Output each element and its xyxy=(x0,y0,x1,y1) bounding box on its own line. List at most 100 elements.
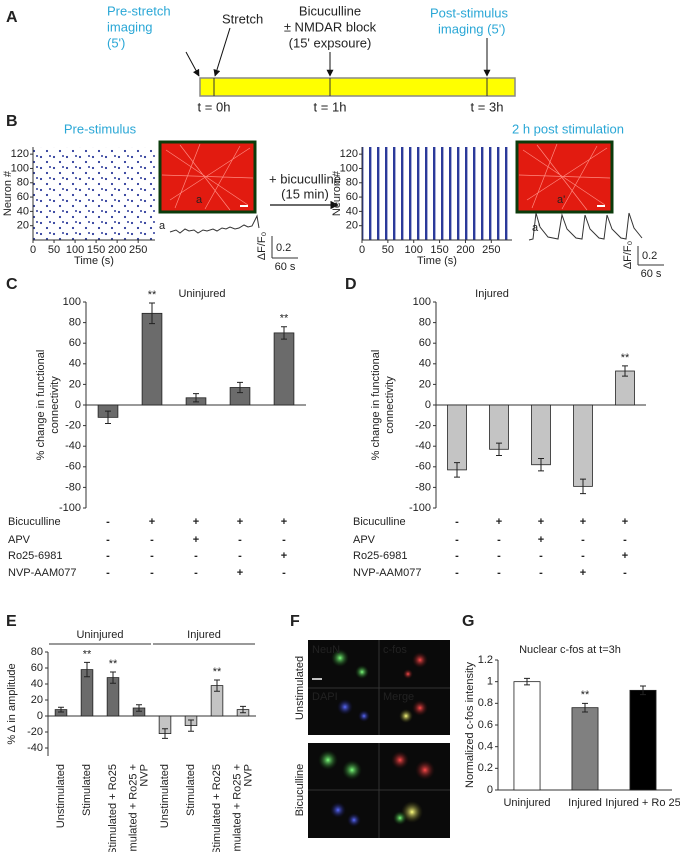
timeline-label: Pre-stretch xyxy=(107,3,171,18)
y-tick-label: 100 xyxy=(413,296,431,308)
y-tick-label: 0.6 xyxy=(478,719,493,731)
y-tick-label: 20 xyxy=(419,378,431,390)
y-tick-label: 0 xyxy=(487,784,493,796)
error-bar xyxy=(454,462,460,478)
y-axis-label: % change in functional xyxy=(370,350,382,461)
condition-sign: + xyxy=(580,516,586,528)
significance-label: ** xyxy=(83,648,92,660)
y-tick-label: 80 xyxy=(17,177,29,189)
y-tick-label: 0 xyxy=(425,399,431,411)
x-tick-label: NVP xyxy=(242,764,254,787)
y-axis-label: connectivity xyxy=(49,376,61,434)
condition-sign: - xyxy=(282,567,286,579)
condition-sign: + xyxy=(622,516,628,528)
scale-label: ΔF/F₀ xyxy=(256,232,268,260)
significance-label: ** xyxy=(621,352,630,364)
condition-sign: - xyxy=(581,550,585,562)
condition-sign: + xyxy=(193,534,199,546)
error-bar xyxy=(162,728,168,739)
condition-label: APV xyxy=(353,534,376,546)
y-tick-label: 60 xyxy=(346,191,358,203)
condition-sign: - xyxy=(238,534,242,546)
y-tick-label: 100 xyxy=(63,296,81,308)
x-tick-label: Stimulated xyxy=(185,764,197,816)
condition-sign: - xyxy=(497,550,501,562)
condition-sign: + xyxy=(538,534,544,546)
condition-sign: - xyxy=(106,550,110,562)
x-tick-label: Injured + Ro 25 xyxy=(605,797,680,809)
x-tick-label: Stimulated + Ro25 xyxy=(211,764,223,852)
panel-label: G xyxy=(462,613,474,630)
panel-label: A xyxy=(6,9,18,26)
condition-label: APV xyxy=(8,534,31,546)
condition-sign: - xyxy=(455,550,459,562)
y-tick-label: 40 xyxy=(31,678,43,690)
trace-label: a xyxy=(196,194,203,206)
error-bar xyxy=(214,679,220,692)
error-bar xyxy=(237,381,243,394)
error-bar xyxy=(110,671,116,684)
bar xyxy=(141,312,163,406)
y-tick-label: -40 xyxy=(65,440,81,452)
condition-sign: - xyxy=(455,534,459,546)
y-tick-label: 20 xyxy=(69,378,81,390)
condition-sign: - xyxy=(106,516,110,528)
y-tick-label: 1 xyxy=(487,676,493,688)
y-tick-label: -100 xyxy=(59,502,81,514)
group-label: Uninjured xyxy=(76,629,123,641)
y-tick-label: 40 xyxy=(346,205,358,217)
time-label: t = 3h xyxy=(471,99,504,114)
x-tick-label: Stimulated + Ro25 + xyxy=(231,764,243,852)
timeline-label: Post-stimulus xyxy=(430,5,509,20)
x-tick-label: Stimulated xyxy=(81,764,93,816)
error-bar xyxy=(622,365,628,377)
y-tick-label: 20 xyxy=(31,694,43,706)
significance-label: ** xyxy=(213,666,222,678)
error-bar xyxy=(524,677,530,686)
treatment-label: + bicuculline xyxy=(269,171,341,186)
condition-sign: - xyxy=(150,550,154,562)
timeline-label: Bicuculline xyxy=(299,3,361,18)
y-tick-label: -100 xyxy=(409,502,431,514)
condition-sign: - xyxy=(150,567,154,579)
group-label: Injured xyxy=(187,629,221,641)
bar xyxy=(571,707,599,791)
condition-sign: - xyxy=(581,534,585,546)
condition-sign: + xyxy=(193,516,199,528)
error-bar xyxy=(640,685,646,696)
condition-label: Bicuculline xyxy=(294,764,306,817)
condition-sign: - xyxy=(497,534,501,546)
x-tick-label: 50 xyxy=(382,244,394,256)
error-bar xyxy=(582,702,588,713)
timeline-label: (5') xyxy=(107,35,125,50)
condition-label: NVP-AAM077 xyxy=(8,567,76,579)
significance-label: ** xyxy=(148,289,157,301)
y-axis-label: % change in functional xyxy=(35,350,47,461)
x-tick-label: Stimulated + Ro25 + xyxy=(127,764,139,852)
panel-label: D xyxy=(345,276,357,293)
significance-label: ** xyxy=(280,313,289,325)
network-images xyxy=(158,140,664,266)
x-tick-label: 200 xyxy=(456,244,474,256)
significance-label: ** xyxy=(581,689,590,701)
y-tick-label: 60 xyxy=(69,337,81,349)
channel-label: c-fos xyxy=(383,644,407,656)
panel-label: C xyxy=(6,276,18,293)
x-tick-label: 50 xyxy=(48,244,60,256)
y-tick-label: 60 xyxy=(419,337,431,349)
condition-sign: + xyxy=(496,516,502,528)
timeline-label: Stretch xyxy=(222,11,263,26)
y-axis-label: Neuron # xyxy=(331,170,343,216)
error-bar xyxy=(193,393,199,403)
bar xyxy=(447,404,467,471)
chart-title: Injured xyxy=(475,288,509,300)
panel-title: Pre-stimulus xyxy=(64,121,137,136)
panel-label: E xyxy=(6,613,17,630)
y-tick-label: -40 xyxy=(415,440,431,452)
y-tick-label: -40 xyxy=(27,742,43,754)
condition-sign: + xyxy=(237,567,243,579)
x-tick-label: 0 xyxy=(359,244,365,256)
y-axis-label: Neuron # xyxy=(2,170,14,216)
x-tick-label: Unstimulated xyxy=(55,764,67,828)
